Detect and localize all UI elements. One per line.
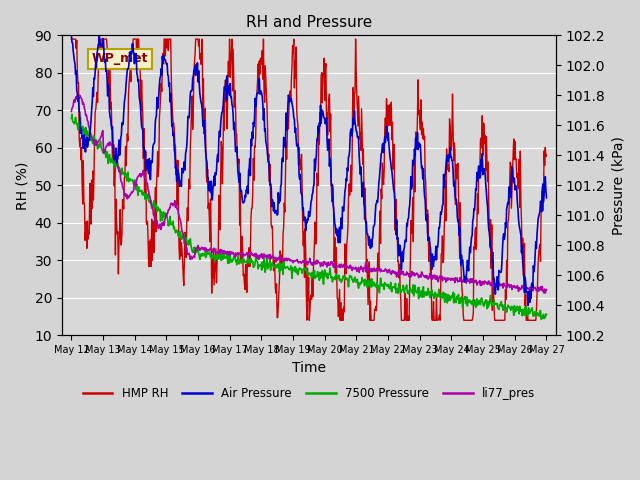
Air Pressure <box>97 41 104 47</box>
li77_pres <box>356 266 364 272</box>
Air Pressure <box>68 33 76 38</box>
Y-axis label: RH (%): RH (%) <box>15 161 29 209</box>
Air Pressure <box>356 162 364 168</box>
Air Pressure <box>477 173 484 179</box>
HMP RH <box>428 317 436 323</box>
7500 Pressure <box>477 296 485 301</box>
HMP RH <box>97 56 104 61</box>
7500 Pressure <box>371 283 378 288</box>
li77_pres <box>543 287 550 292</box>
li77_pres <box>428 276 436 282</box>
X-axis label: Time: Time <box>292 360 326 374</box>
Line: HMP RH: HMP RH <box>72 39 547 320</box>
Y-axis label: Pressure (kPa): Pressure (kPa) <box>611 136 625 235</box>
Air Pressure <box>428 266 436 272</box>
Legend: HMP RH, Air Pressure, 7500 Pressure, li77_pres: HMP RH, Air Pressure, 7500 Pressure, li7… <box>78 382 540 404</box>
Air Pressure <box>543 195 550 201</box>
HMP RH <box>543 152 550 158</box>
HMP RH <box>477 135 485 141</box>
li77_pres <box>371 268 378 274</box>
Line: li77_pres: li77_pres <box>72 96 547 293</box>
Air Pressure <box>370 223 378 229</box>
Air Pressure <box>524 302 532 308</box>
li77_pres <box>97 133 105 139</box>
li77_pres <box>68 108 76 114</box>
li77_pres <box>344 264 352 270</box>
7500 Pressure <box>356 280 364 286</box>
7500 Pressure <box>543 312 550 317</box>
7500 Pressure <box>344 278 352 284</box>
HMP RH <box>356 130 364 136</box>
li77_pres <box>477 279 485 285</box>
Air Pressure <box>344 165 351 171</box>
HMP RH <box>371 307 378 312</box>
HMP RH <box>344 226 352 231</box>
7500 Pressure <box>428 290 436 296</box>
li77_pres <box>541 290 549 296</box>
Line: Air Pressure: Air Pressure <box>72 36 547 305</box>
Text: WP_met: WP_met <box>92 52 148 65</box>
7500 Pressure <box>68 116 76 121</box>
HMP RH <box>305 317 313 323</box>
7500 Pressure <box>68 111 76 117</box>
Title: RH and Pressure: RH and Pressure <box>246 15 372 30</box>
li77_pres <box>74 93 81 98</box>
7500 Pressure <box>537 316 545 322</box>
HMP RH <box>68 36 76 42</box>
7500 Pressure <box>97 145 105 151</box>
Line: 7500 Pressure: 7500 Pressure <box>72 114 547 319</box>
